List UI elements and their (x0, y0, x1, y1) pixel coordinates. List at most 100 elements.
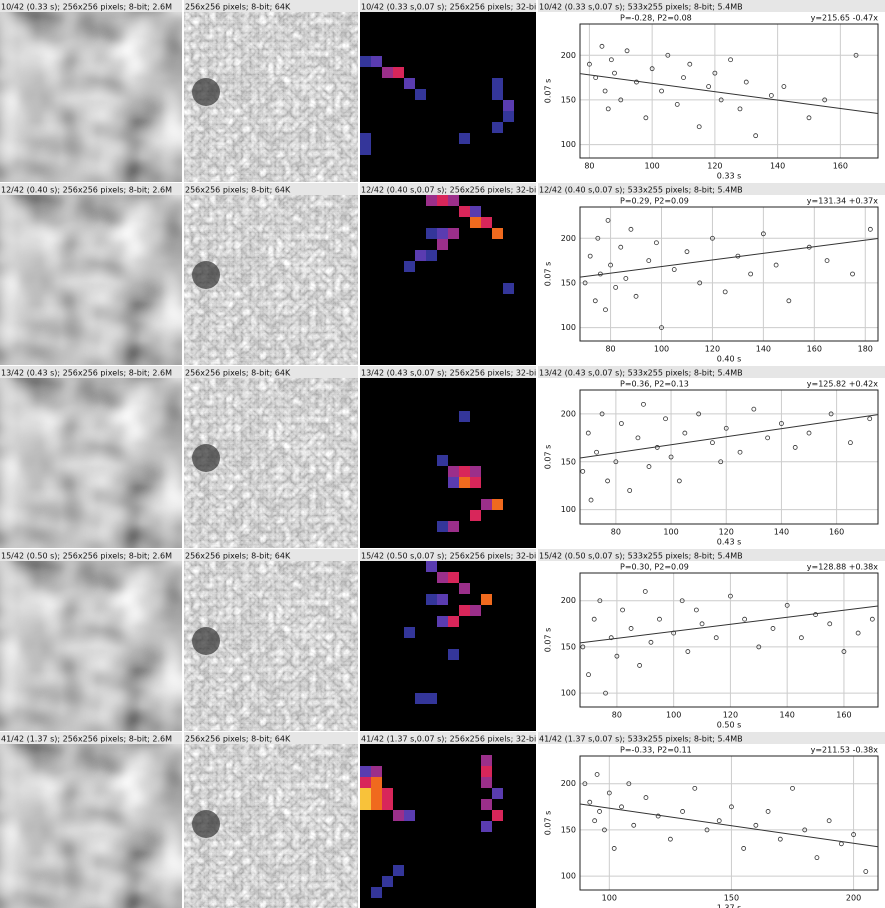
window-title: 41/42 (1.37 s); 256x256 pixels; 8-bit; 2… (1, 735, 172, 744)
data-point (605, 218, 611, 223)
window-title: 10/42 (0.33 s); 256x256 pixels; 8-bit; 2… (1, 3, 172, 12)
y-axis-label: 0.07 s (544, 445, 553, 470)
panel: 256x256 pixels; 8-bit; 64K (184, 549, 358, 731)
heat-cell (448, 228, 459, 239)
heat-cell (426, 693, 437, 704)
plot-bg (538, 195, 885, 365)
x-axis-label: 0.50 s (717, 721, 742, 730)
data-point (692, 785, 698, 791)
heat-cell (437, 228, 448, 239)
x-tick-label: 140 (770, 162, 785, 171)
heat-cell (459, 583, 470, 594)
heat-cell (448, 649, 459, 660)
data-point (634, 79, 639, 85)
y-tick-label: 150 (561, 95, 576, 104)
window-title: 12/42 (0.40 s,0.07 s); 256x256 pixels; 3… (361, 186, 539, 195)
data-point (792, 445, 798, 450)
heat-cell (371, 777, 382, 788)
data-point (718, 97, 724, 103)
x-tick-label: 140 (780, 711, 795, 720)
heat-cell (459, 605, 470, 616)
y-tick-label: 200 (561, 596, 576, 605)
data-point (646, 464, 652, 469)
panel: 15/42 (0.50 s,0.07 s); 533x255 pixels; 8… (538, 549, 885, 731)
window-title: 256x256 pixels; 8-bit; 64K (185, 186, 291, 195)
heat-cell (459, 206, 470, 217)
x-tick-label: 140 (774, 528, 789, 537)
y-axis-label: 0.07 s (544, 628, 553, 653)
heat-cell (437, 572, 448, 583)
heat-cell (426, 561, 437, 572)
panel: 41/42 (1.37 s,0.07 s); 533x255 pixels; 8… (538, 732, 885, 908)
data-point (813, 612, 818, 617)
data-point (867, 416, 873, 422)
heat-cell (448, 572, 459, 583)
heat-cell (470, 466, 481, 477)
x-tick-label: 100 (654, 345, 669, 354)
title-bar (0, 0, 182, 12)
data-point (635, 435, 641, 441)
x-tick-label: 160 (829, 528, 844, 537)
data-point (681, 75, 686, 80)
y-tick-label: 150 (561, 278, 576, 287)
window-title: 15/42 (0.50 s,0.07 s); 533x255 pixels; 8… (539, 552, 743, 561)
window-title: 256x256 pixels; 8-bit; 64K (185, 552, 291, 561)
heat-cell (393, 67, 404, 78)
plot-frame (579, 755, 879, 891)
heat-cell (470, 206, 481, 217)
title-bar (184, 549, 358, 561)
data-point (631, 822, 637, 828)
heat-cell (393, 810, 404, 821)
fit-label: y=131.34 +0.37x (807, 197, 878, 206)
image (0, 195, 182, 365)
data-point (605, 106, 611, 112)
heat-cell (481, 777, 492, 788)
y-tick-label: 200 (561, 779, 576, 788)
y-axis-label: 0.07 s (544, 811, 553, 836)
heat-cell (382, 799, 393, 810)
data-point (671, 267, 677, 272)
x-tick-label: 160 (833, 162, 848, 171)
data-point (773, 262, 779, 268)
fit-line (580, 73, 878, 114)
x-tick-label: 80 (605, 345, 615, 354)
data-point (618, 244, 624, 250)
data-point (741, 846, 747, 851)
heat-cell (382, 876, 393, 887)
data-point (623, 276, 629, 281)
y-tick-label: 200 (561, 51, 576, 60)
data-point (587, 799, 593, 805)
data-point (642, 589, 648, 594)
data-point (612, 70, 617, 76)
data-point (851, 832, 856, 837)
data-point (828, 411, 834, 417)
stats-label: P=0.30, P2=0.09 (620, 563, 689, 572)
x-tick-label: 80 (611, 528, 621, 537)
data-point (718, 459, 724, 465)
data-point (655, 813, 661, 819)
panel: 41/42 (1.37 s,0.07 s); 256x256 pixels; 3… (360, 732, 539, 908)
title-bar (538, 0, 885, 12)
heat-cell (360, 788, 371, 799)
data-point (756, 644, 762, 650)
heat-cell (404, 261, 415, 272)
data-point (668, 454, 674, 460)
window-title: 256x256 pixels; 8-bit; 64K (185, 3, 291, 12)
x-tick-label: 100 (645, 162, 660, 171)
data-point (674, 102, 680, 107)
plot-bg (538, 12, 885, 182)
panel: 10/42 (0.33 s,0.07 s); 256x256 pixels; 3… (360, 0, 536, 182)
fit-line (580, 414, 878, 459)
heat-cell (415, 693, 426, 704)
data-point (597, 598, 603, 604)
image (0, 378, 182, 548)
window-title: 41/42 (1.37 s,0.07 s); 256x256 pixels; 3… (361, 735, 539, 744)
plot-frame (579, 389, 879, 525)
heat-cell (426, 228, 437, 239)
data-point (723, 425, 729, 431)
heat-cell (448, 616, 459, 627)
data-point (587, 61, 592, 67)
title-bar (538, 549, 885, 561)
data-point (765, 435, 771, 441)
fit-label: y=215.65 -0.47x (811, 14, 879, 23)
